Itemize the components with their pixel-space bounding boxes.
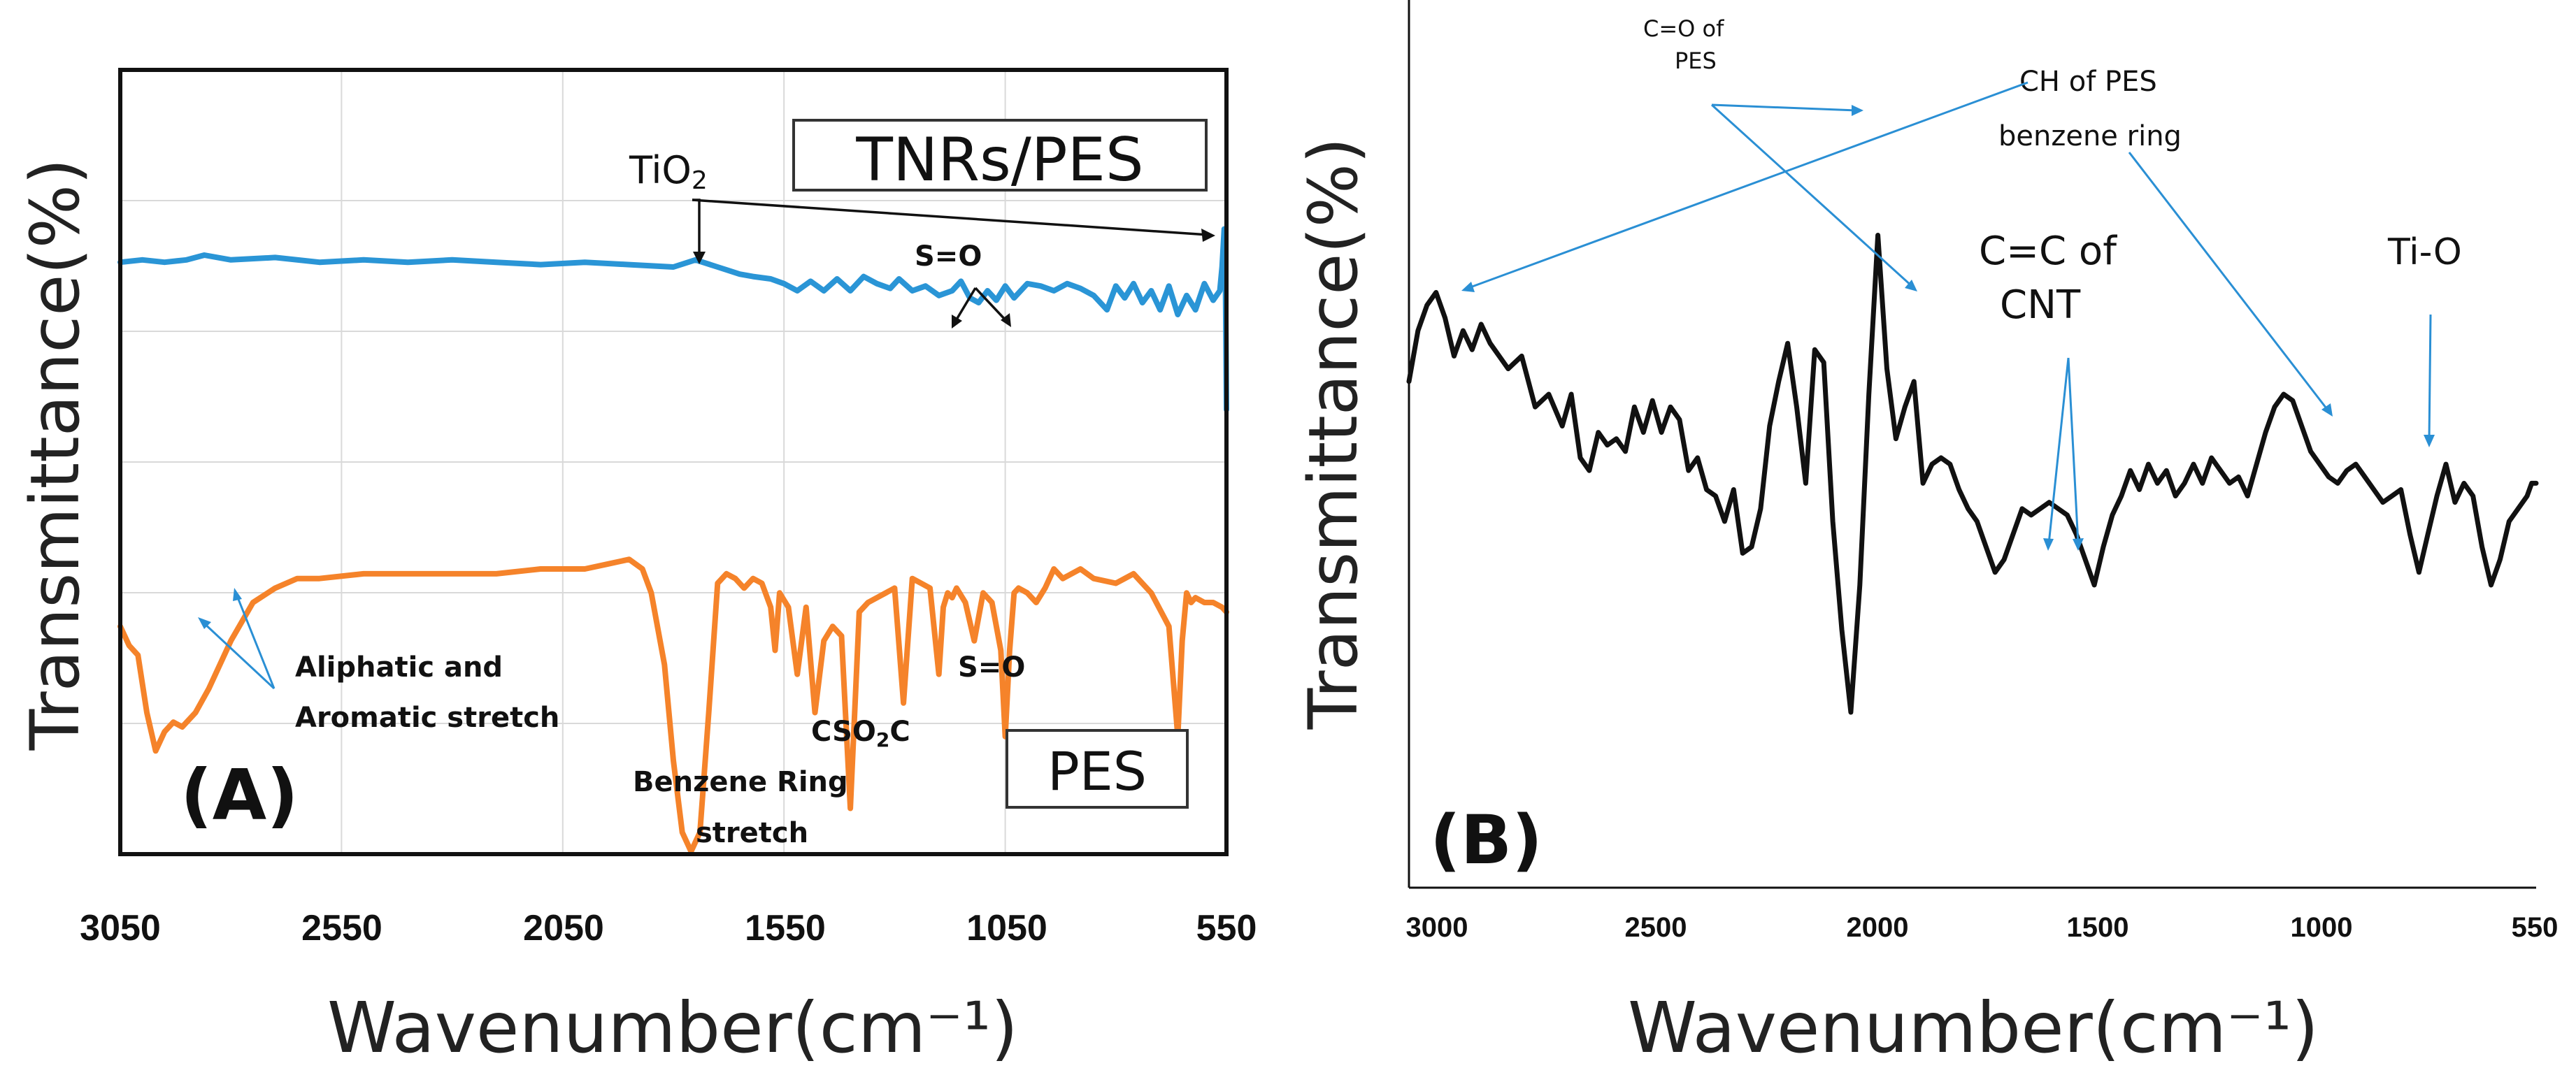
ann-benzene-2: stretch: [696, 817, 808, 849]
ann-tio2: TiO2: [629, 148, 708, 195]
arrow-aliphatic-1: [201, 621, 276, 690]
panel-a-x-ticks: 3050 2550 2050 1550 1050 550: [80, 908, 1257, 948]
panel-a-frame: [118, 68, 1229, 856]
panel-a-label: (A): [180, 754, 299, 836]
arrow-aliphatic-2: [235, 593, 276, 689]
ann-cso2c: CSO2C: [811, 716, 910, 751]
ann-aliphatic-2: Aromatic stretch: [295, 702, 559, 734]
ann-benzene-1: Benzene Ring: [633, 766, 848, 798]
ann-co-2: PES: [1675, 48, 1717, 74]
arrow-co-1: [1711, 103, 1857, 112]
x-tick-label: 2500: [1625, 912, 1687, 943]
panel-b-series: [1406, 233, 2539, 715]
panel-b-label: (B): [1430, 801, 1543, 879]
legend-tnrs-pes: TNRs/PES: [855, 125, 1143, 195]
x-tick-label: 3050: [80, 908, 161, 948]
arrow-co-2: [1710, 103, 1914, 288]
panel-b-ylabel: Transmittance(%): [1294, 138, 1373, 730]
ann-so-bottom: S=O: [958, 651, 1025, 684]
panel-a-series: [117, 226, 1229, 855]
arrow-tio2-2: [692, 199, 1209, 236]
ann-co-1: C=O of: [1643, 15, 1724, 42]
series-line-pes: [117, 556, 1229, 855]
ann-ch-2: benzene ring: [1998, 120, 2182, 152]
x-tick-label: 2550: [301, 908, 382, 948]
ann-tio: Ti-O: [2387, 231, 2462, 273]
panel-a-xlabel: Wavenumber(cm⁻¹): [327, 987, 1018, 1069]
ann-cc-2: CNT: [2000, 282, 2081, 328]
panel-a-grid: [120, 70, 1226, 854]
arrow-tio: [2428, 314, 2432, 441]
x-tick-label: 1500: [2067, 912, 2129, 943]
x-tick-label: 1000: [2291, 912, 2353, 943]
panel-b-xlabel: Wavenumber(cm⁻¹): [1628, 987, 2319, 1069]
arrow-so-1: [953, 287, 977, 324]
legend-box-tnrs-pes: [792, 119, 1208, 192]
series-line-tnrs-pes: [117, 226, 1229, 412]
ann-aliphatic-1: Aliphatic and: [295, 651, 503, 684]
x-tick-label: 550: [1196, 908, 1257, 948]
legend-pes: PES: [1047, 740, 1147, 802]
x-tick-label: 3000: [1406, 912, 1468, 943]
arrow-ch-2: [2128, 152, 2330, 412]
arrow-ch-1: [1468, 81, 2028, 289]
series-line-cnt-tnrs-pes: [1406, 233, 2539, 715]
arrow-so-2: [974, 287, 1008, 323]
arrow-cc-2: [2067, 357, 2080, 544]
panel-b: C=O of PES CH of PES benzene ring C=C of…: [1294, 0, 2558, 1069]
panel-a: TNRs/PES PES TiO2 S=O Aliphatic and Arom…: [16, 68, 1257, 1069]
x-tick-label: 1050: [966, 908, 1047, 948]
x-tick-label: 2050: [523, 908, 604, 948]
x-tick-label: 550: [2512, 912, 2559, 943]
x-tick-label: 2000: [1847, 912, 1909, 943]
panel-a-ylabel: Transmittance(%): [16, 159, 94, 751]
ann-ch-1: CH of PES: [2019, 66, 2157, 98]
panel-b-x-ticks: 3000 2500 2000 1500 1000 550: [1406, 912, 2559, 943]
ann-so-top: S=O: [915, 240, 982, 273]
x-tick-label: 1550: [745, 908, 826, 948]
legend-box-pes: [1006, 729, 1189, 809]
ann-cc-1: C=C of: [1979, 229, 2117, 274]
arrow-cc-1: [2047, 357, 2070, 544]
